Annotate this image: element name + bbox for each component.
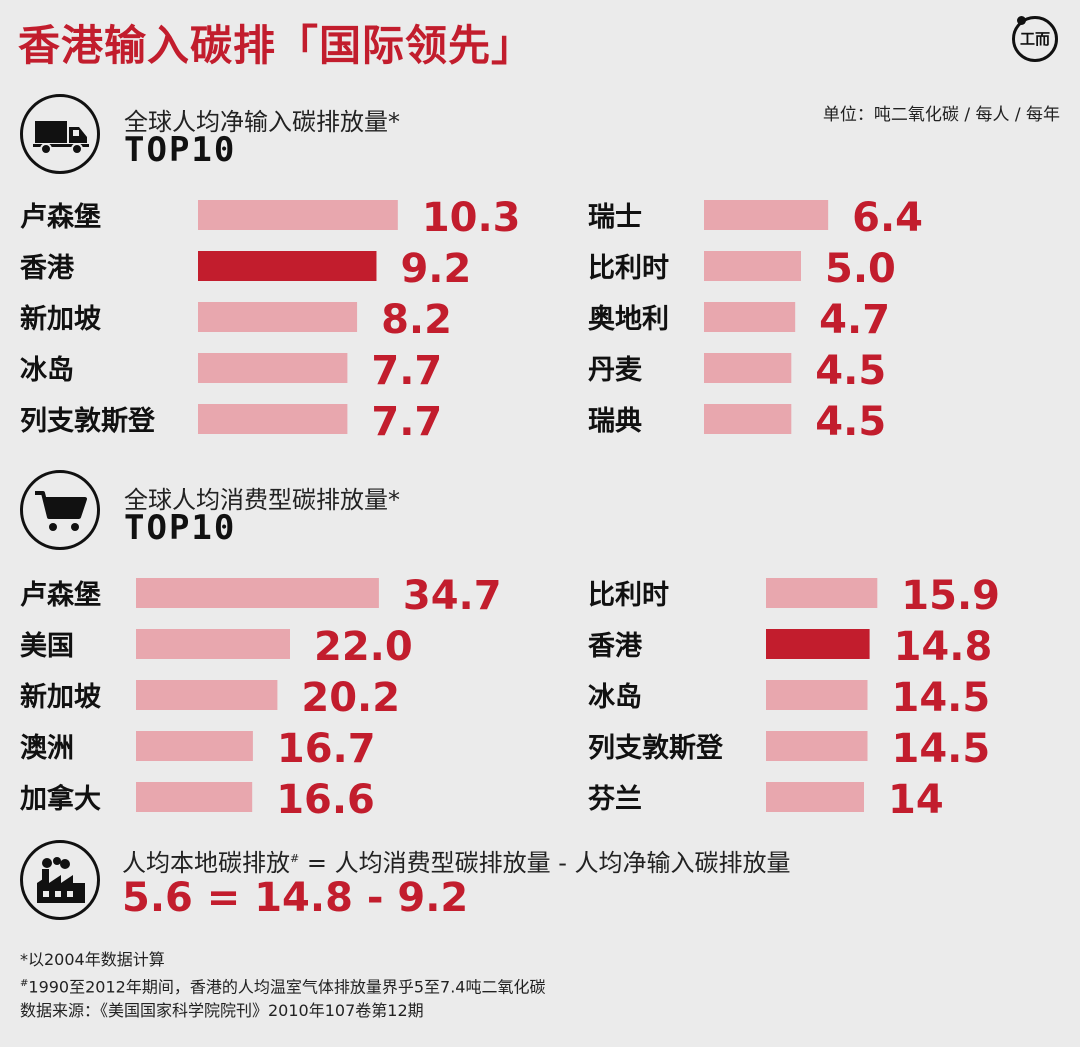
section1-heading: TOP10 — [124, 130, 237, 170]
bar — [198, 302, 358, 332]
shopping-cart-icon — [20, 470, 100, 550]
bar — [136, 782, 253, 812]
bar-category-label: 香港 — [588, 631, 643, 662]
section2-subtitle: 全球人均消费型碳排放量* — [124, 486, 400, 514]
bar — [136, 578, 379, 608]
bar — [766, 731, 868, 761]
bar-value-label: 14 — [888, 777, 944, 823]
bar-category-label: 奥地利 — [588, 303, 669, 335]
bar-category-label: 芬兰 — [588, 784, 642, 815]
bar-category-label: 新加坡 — [20, 681, 101, 713]
formula-mark: # — [290, 852, 300, 865]
note-2-text: 1990至2012年期间，香港的人均温室气体排放量界乎5至7.4吨二氧化碳 — [28, 977, 546, 997]
bar — [198, 353, 348, 383]
bar-value-label: 20.2 — [301, 675, 400, 721]
bar-category-label: 卢森堡 — [20, 579, 101, 611]
bar-value-label: 4.5 — [815, 348, 886, 394]
bar-category-label: 澳洲 — [20, 733, 74, 764]
source-note: 数据来源：《美国国家科学院院刊》2010年107卷第12期 — [20, 1001, 424, 1021]
bar-category-label: 冰岛 — [20, 354, 74, 386]
bar — [136, 731, 253, 761]
bar-value-label: 9.2 — [400, 246, 471, 292]
bar-category-label: 比利时 — [588, 580, 669, 611]
bar-category-label: 香港 — [20, 253, 75, 284]
bar-value-label: 4.7 — [819, 297, 890, 343]
bar-value-label: 16.6 — [276, 777, 375, 823]
bar-category-label: 丹麦 — [588, 355, 643, 386]
bar-value-label: 15.9 — [901, 573, 1000, 619]
bar-category-label: 美国 — [20, 630, 74, 662]
bar — [136, 680, 278, 710]
section2-heading: TOP10 — [124, 508, 237, 548]
bar-value-label: 16.7 — [277, 726, 376, 772]
bar-category-label: 卢森堡 — [20, 201, 101, 233]
note-1: *以2004年数据计算 — [20, 950, 165, 969]
page-title: 香港输入碳排「国际领先」 — [18, 21, 535, 70]
logo-dot — [1017, 16, 1026, 25]
bar-value-label: 10.3 — [422, 195, 521, 241]
formula-text-a: 人均本地碳排放 — [122, 849, 290, 877]
bar-category-label: 冰岛 — [588, 681, 642, 713]
bar — [704, 251, 801, 281]
bar — [198, 200, 398, 230]
bar — [766, 680, 868, 710]
brand-logo: ⼯而 — [1012, 16, 1058, 62]
bar-category-label: 瑞士 — [588, 202, 642, 233]
bar-value-label: 14.5 — [892, 675, 991, 721]
bar-category-label: 列支敦斯登 — [20, 405, 156, 437]
bar-value-label: 34.7 — [403, 573, 502, 619]
unit-label: 单位：吨二氧化碳 / 每人 / 每年 — [822, 105, 1060, 125]
bar-value-label: 14.8 — [894, 624, 993, 670]
factory-icon — [20, 840, 100, 920]
formula-equation: 5.6 = 14.8 - 9.2 — [122, 875, 469, 921]
bar — [766, 782, 864, 812]
bar-value-label: 5.0 — [825, 246, 896, 292]
bar — [766, 578, 878, 608]
bar — [136, 629, 290, 659]
note-2: #1990至2012年期间，香港的人均温室气体排放量界乎5至7.4吨二氧化碳 — [20, 972, 545, 999]
bar — [704, 302, 796, 332]
bar — [198, 404, 348, 434]
bar-category-label: 新加坡 — [20, 303, 101, 335]
bar-value-label: 22.0 — [314, 624, 413, 670]
bar-category-label: 瑞典 — [588, 406, 642, 437]
bar-value-label: 8.2 — [381, 297, 452, 343]
bar-category-label: 比利时 — [588, 253, 669, 284]
bar-highlight — [198, 251, 377, 281]
bar — [704, 200, 829, 230]
logo-text: ⼯而 — [1019, 30, 1050, 48]
note-2-mark: # — [20, 978, 29, 989]
bar-value-label: 6.4 — [852, 195, 923, 241]
bar — [704, 353, 792, 383]
bar-value-label: 4.5 — [815, 399, 886, 445]
bar-highlight — [766, 629, 870, 659]
formula-text-b: = 人均消费型碳排放量 - 人均净输入碳排放量 — [299, 849, 791, 877]
footnotes: *以2004年数据计算 #1990至2012年期间，香港的人均温室气体排放量界乎… — [20, 948, 545, 1023]
bar-value-label: 7.7 — [371, 399, 442, 445]
bar-value-label: 7.7 — [371, 348, 442, 394]
formula-text: 人均本地碳排放# = 人均消费型碳排放量 - 人均净输入碳排放量 — [122, 843, 791, 878]
bar-category-label: 加拿大 — [20, 783, 101, 815]
bar — [704, 404, 792, 434]
truck-icon — [20, 94, 100, 174]
section1-subtitle: 全球人均净输入碳排放量* — [124, 108, 400, 136]
bar-value-label: 14.5 — [892, 726, 991, 772]
bar-category-label: 列支敦斯登 — [588, 732, 724, 764]
